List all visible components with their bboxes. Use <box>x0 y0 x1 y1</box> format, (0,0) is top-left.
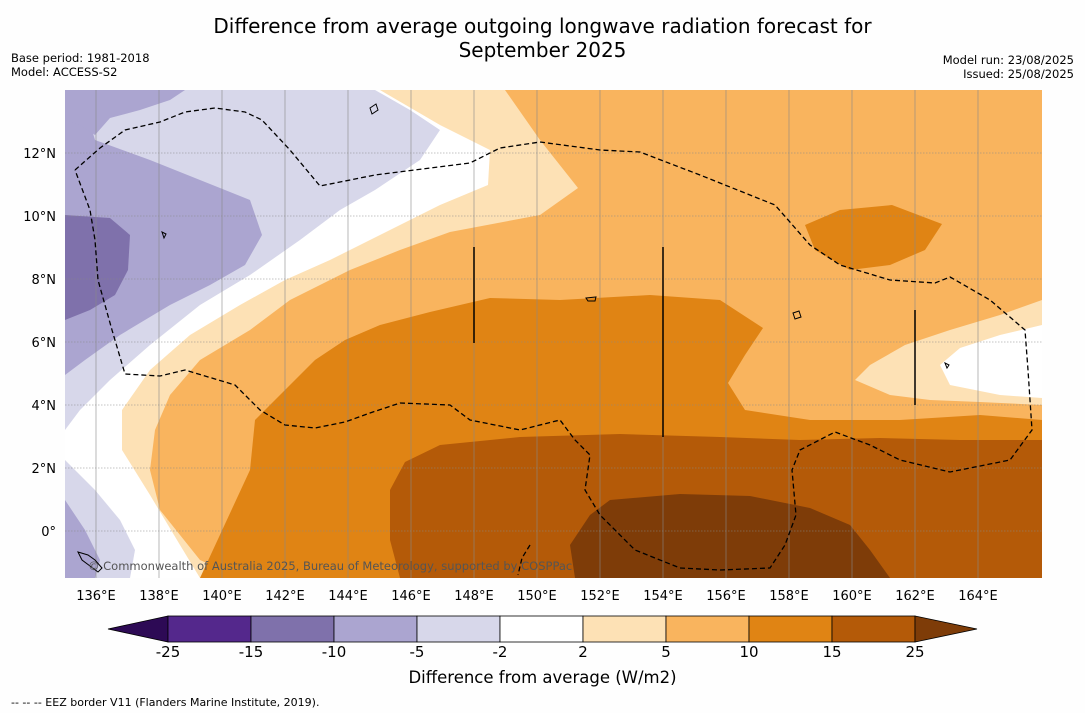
colorbar-title: Difference from average (W/m2) <box>408 668 677 687</box>
lon-label: 164°E <box>958 589 998 604</box>
colorbar-label: 2 <box>578 643 588 661</box>
colorbar-segment <box>748 615 833 643</box>
lon-label: 156°E <box>706 589 746 604</box>
latitude-gridlines <box>65 152 1042 532</box>
lon-label: 150°E <box>517 589 557 604</box>
lat-label: 12°N <box>23 147 56 162</box>
eez-borders <box>74 107 1033 576</box>
band-10-15-north <box>805 205 942 270</box>
colorbar-segment <box>167 615 252 643</box>
lon-label: 144°E <box>328 589 368 604</box>
lat-label: 2°N <box>32 462 57 477</box>
colorbar-segment <box>499 615 584 643</box>
colorbar-extend-low <box>107 615 169 643</box>
band-neutral-east <box>940 325 1042 398</box>
title-line-2: September 2025 <box>458 38 627 62</box>
metadata-left: Base period: 1981-2018 Model: ACCESS-S2 <box>11 51 150 79</box>
colorbar-label: 10 <box>739 643 759 661</box>
colorbar-segment <box>333 615 418 643</box>
lon-label: 154°E <box>643 589 683 604</box>
colorbar-segment <box>250 615 335 643</box>
lon-label: 142°E <box>265 589 305 604</box>
colorbar-label: 15 <box>822 643 842 661</box>
lon-label: 162°E <box>895 589 935 604</box>
lon-label: 148°E <box>454 589 494 604</box>
map-title: Difference from average outgoing longwav… <box>0 14 1085 62</box>
lon-label: 146°E <box>391 589 431 604</box>
colorbar <box>107 615 978 643</box>
colorbar-segment <box>665 615 750 643</box>
lat-label: 10°N <box>23 210 56 225</box>
colorbar-segment <box>582 615 667 643</box>
lon-label: 158°E <box>769 589 809 604</box>
colorbar-label: -2 <box>492 643 508 661</box>
lat-label: 0° <box>41 525 56 540</box>
island-markers <box>473 247 916 437</box>
colorbar-extend-high <box>914 615 978 643</box>
lon-label: 138°E <box>139 589 179 604</box>
anomaly-field: © Commonwealth of Australia 2025, Bureau… <box>65 90 1042 578</box>
lon-label: 160°E <box>832 589 872 604</box>
lat-label: 6°N <box>32 336 57 351</box>
lon-label: 140°E <box>202 589 242 604</box>
issued-date: Issued: 25/08/2025 <box>963 67 1074 81</box>
colorbar-label: 5 <box>661 643 671 661</box>
metadata-right: Model run: 23/08/2025 Issued: 25/08/2025 <box>943 53 1074 81</box>
eez-footnote: -- -- -- EEZ border V11 (Flanders Marine… <box>11 696 320 709</box>
lon-label: 152°E <box>580 589 620 604</box>
longitude-labels: 136°E 138°E 140°E 142°E 144°E 146°E 148°… <box>76 589 998 604</box>
colorbar-segment <box>416 615 501 643</box>
lat-label: 4°N <box>32 399 57 414</box>
copyright-notice: © Commonwealth of Australia 2025, Bureau… <box>88 559 572 573</box>
colorbar-label: -15 <box>238 643 264 661</box>
small-islands <box>77 103 950 573</box>
lon-label: 136°E <box>76 589 116 604</box>
colorbar-label: 25 <box>905 643 925 661</box>
band-minus5-minus10-north <box>65 90 185 135</box>
title-line-1: Difference from average outgoing longwav… <box>213 14 872 38</box>
model-run: Model run: 23/08/2025 <box>942 53 1074 67</box>
colorbar-label: -25 <box>155 643 181 661</box>
colorbar-label: -5 <box>409 643 425 661</box>
base-period: Base period: 1981-2018 <box>11 51 150 65</box>
band-over-25 <box>570 494 890 578</box>
colorbar-label: -10 <box>321 643 347 661</box>
band-minus5-minus10-south <box>65 500 100 578</box>
lat-label: 8°N <box>32 273 57 288</box>
model-name: Model: ACCESS-S2 <box>11 65 118 79</box>
colorbar-segment <box>831 615 916 643</box>
latitude-labels: 12°N 10°N 8°N 6°N 4°N 2°N 0° <box>23 147 56 540</box>
